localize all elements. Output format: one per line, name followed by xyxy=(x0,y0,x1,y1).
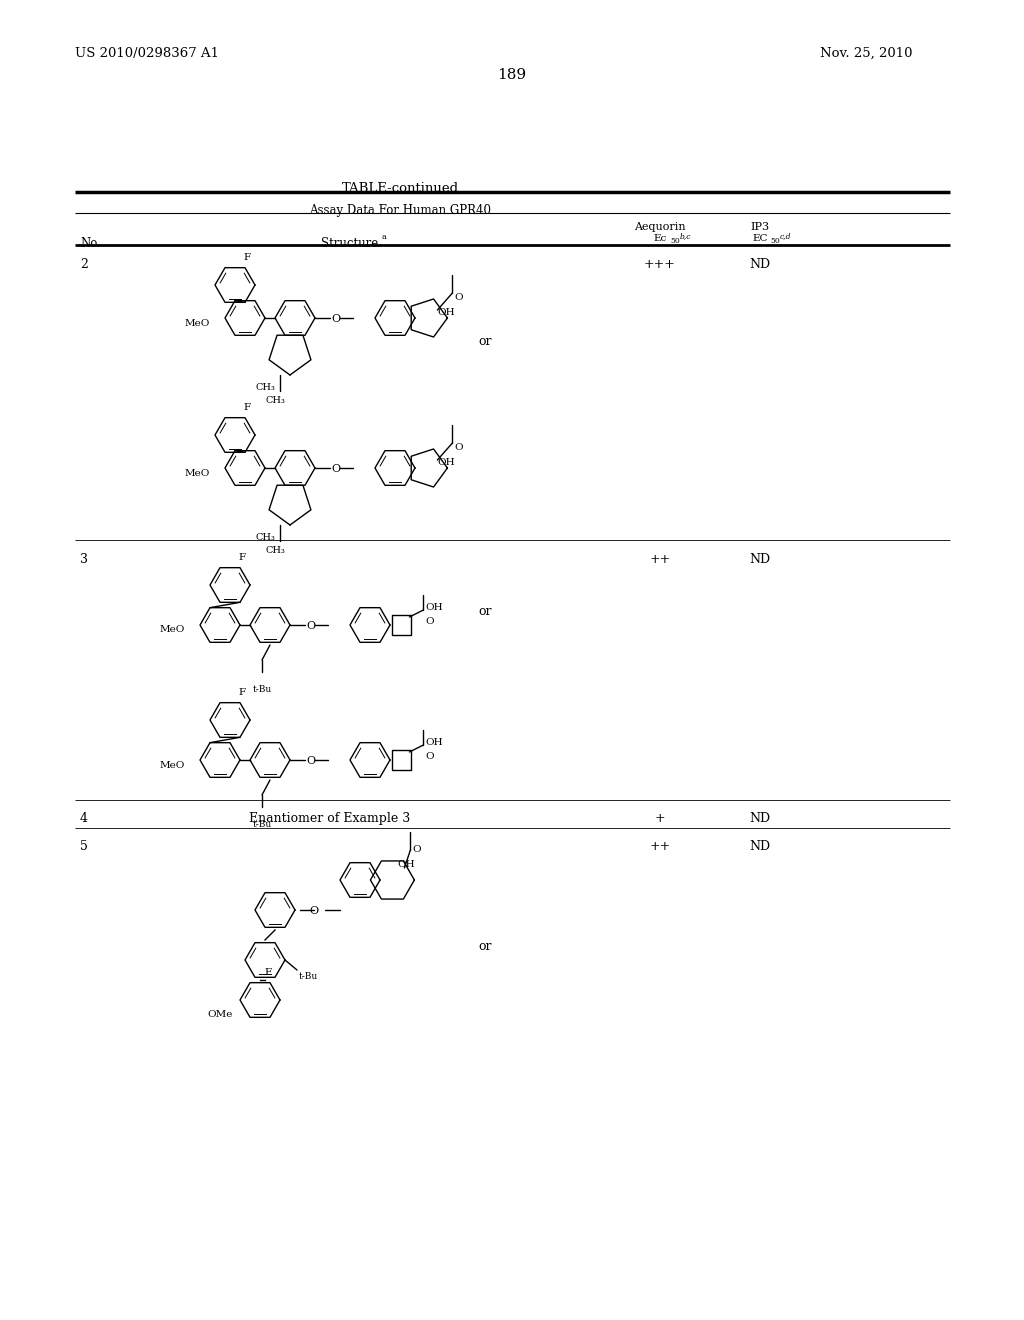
Text: OH: OH xyxy=(425,738,443,747)
Text: +++: +++ xyxy=(644,257,676,271)
Text: CH₃: CH₃ xyxy=(265,546,285,554)
Text: O: O xyxy=(309,906,318,916)
Text: t-Bu: t-Bu xyxy=(252,820,271,829)
Text: No.: No. xyxy=(80,238,101,249)
Text: or: or xyxy=(478,335,492,348)
Text: b,c: b,c xyxy=(680,232,691,240)
Text: t-Bu: t-Bu xyxy=(252,685,271,694)
Text: 5: 5 xyxy=(80,840,88,853)
Text: ND: ND xyxy=(750,812,771,825)
Text: 2: 2 xyxy=(80,257,88,271)
Text: +: + xyxy=(654,812,666,825)
Text: CH₃: CH₃ xyxy=(255,533,274,543)
Text: OH: OH xyxy=(437,308,455,317)
Text: Enantiomer of Example 3: Enantiomer of Example 3 xyxy=(250,812,411,825)
Text: Assay Data For Human GPR40: Assay Data For Human GPR40 xyxy=(309,205,490,216)
Text: 3: 3 xyxy=(80,553,88,566)
Text: TABLE-continued: TABLE-continued xyxy=(341,182,459,195)
Text: F: F xyxy=(244,403,251,412)
Text: c,d: c,d xyxy=(780,232,792,240)
Text: OMe: OMe xyxy=(207,1010,232,1019)
Text: O: O xyxy=(306,620,315,631)
Text: CH₃: CH₃ xyxy=(255,383,274,392)
Text: CH₃: CH₃ xyxy=(265,396,285,405)
Text: O: O xyxy=(331,314,340,323)
Text: O: O xyxy=(455,444,463,451)
Text: IP3: IP3 xyxy=(751,222,770,232)
Text: 4: 4 xyxy=(80,812,88,825)
Text: Aequorin: Aequorin xyxy=(634,222,686,232)
Text: O: O xyxy=(425,752,434,762)
Text: O: O xyxy=(425,616,434,626)
Text: or: or xyxy=(478,940,492,953)
Text: ++: ++ xyxy=(649,553,671,566)
Text: O: O xyxy=(331,465,340,474)
Text: F: F xyxy=(244,253,251,261)
Text: MeO: MeO xyxy=(160,760,185,770)
Text: US 2010/0298367 A1: US 2010/0298367 A1 xyxy=(75,48,219,59)
Text: O: O xyxy=(455,293,463,302)
Text: ND: ND xyxy=(750,840,771,853)
Text: F: F xyxy=(239,553,246,562)
Text: Nov. 25, 2010: Nov. 25, 2010 xyxy=(820,48,912,59)
Text: or: or xyxy=(478,605,492,618)
Text: MeO: MeO xyxy=(185,469,210,478)
Text: ++: ++ xyxy=(649,840,671,853)
Text: ND: ND xyxy=(750,257,771,271)
Text: 50: 50 xyxy=(770,238,779,246)
Text: OH: OH xyxy=(397,861,415,869)
Text: OH: OH xyxy=(425,603,443,612)
Text: 189: 189 xyxy=(498,69,526,82)
Text: F: F xyxy=(264,968,271,977)
Text: MeO: MeO xyxy=(185,318,210,327)
Text: 50: 50 xyxy=(670,238,680,246)
Text: O: O xyxy=(306,756,315,766)
Text: Structure: Structure xyxy=(322,238,379,249)
Text: Ec: Ec xyxy=(653,234,667,243)
Text: OH: OH xyxy=(437,458,455,467)
Text: EC: EC xyxy=(753,234,768,243)
Text: a: a xyxy=(382,234,387,242)
Text: t-Bu: t-Bu xyxy=(299,972,318,981)
Text: MeO: MeO xyxy=(160,626,185,635)
Text: ND: ND xyxy=(750,553,771,566)
Text: F: F xyxy=(239,688,246,697)
Text: O: O xyxy=(413,845,421,854)
